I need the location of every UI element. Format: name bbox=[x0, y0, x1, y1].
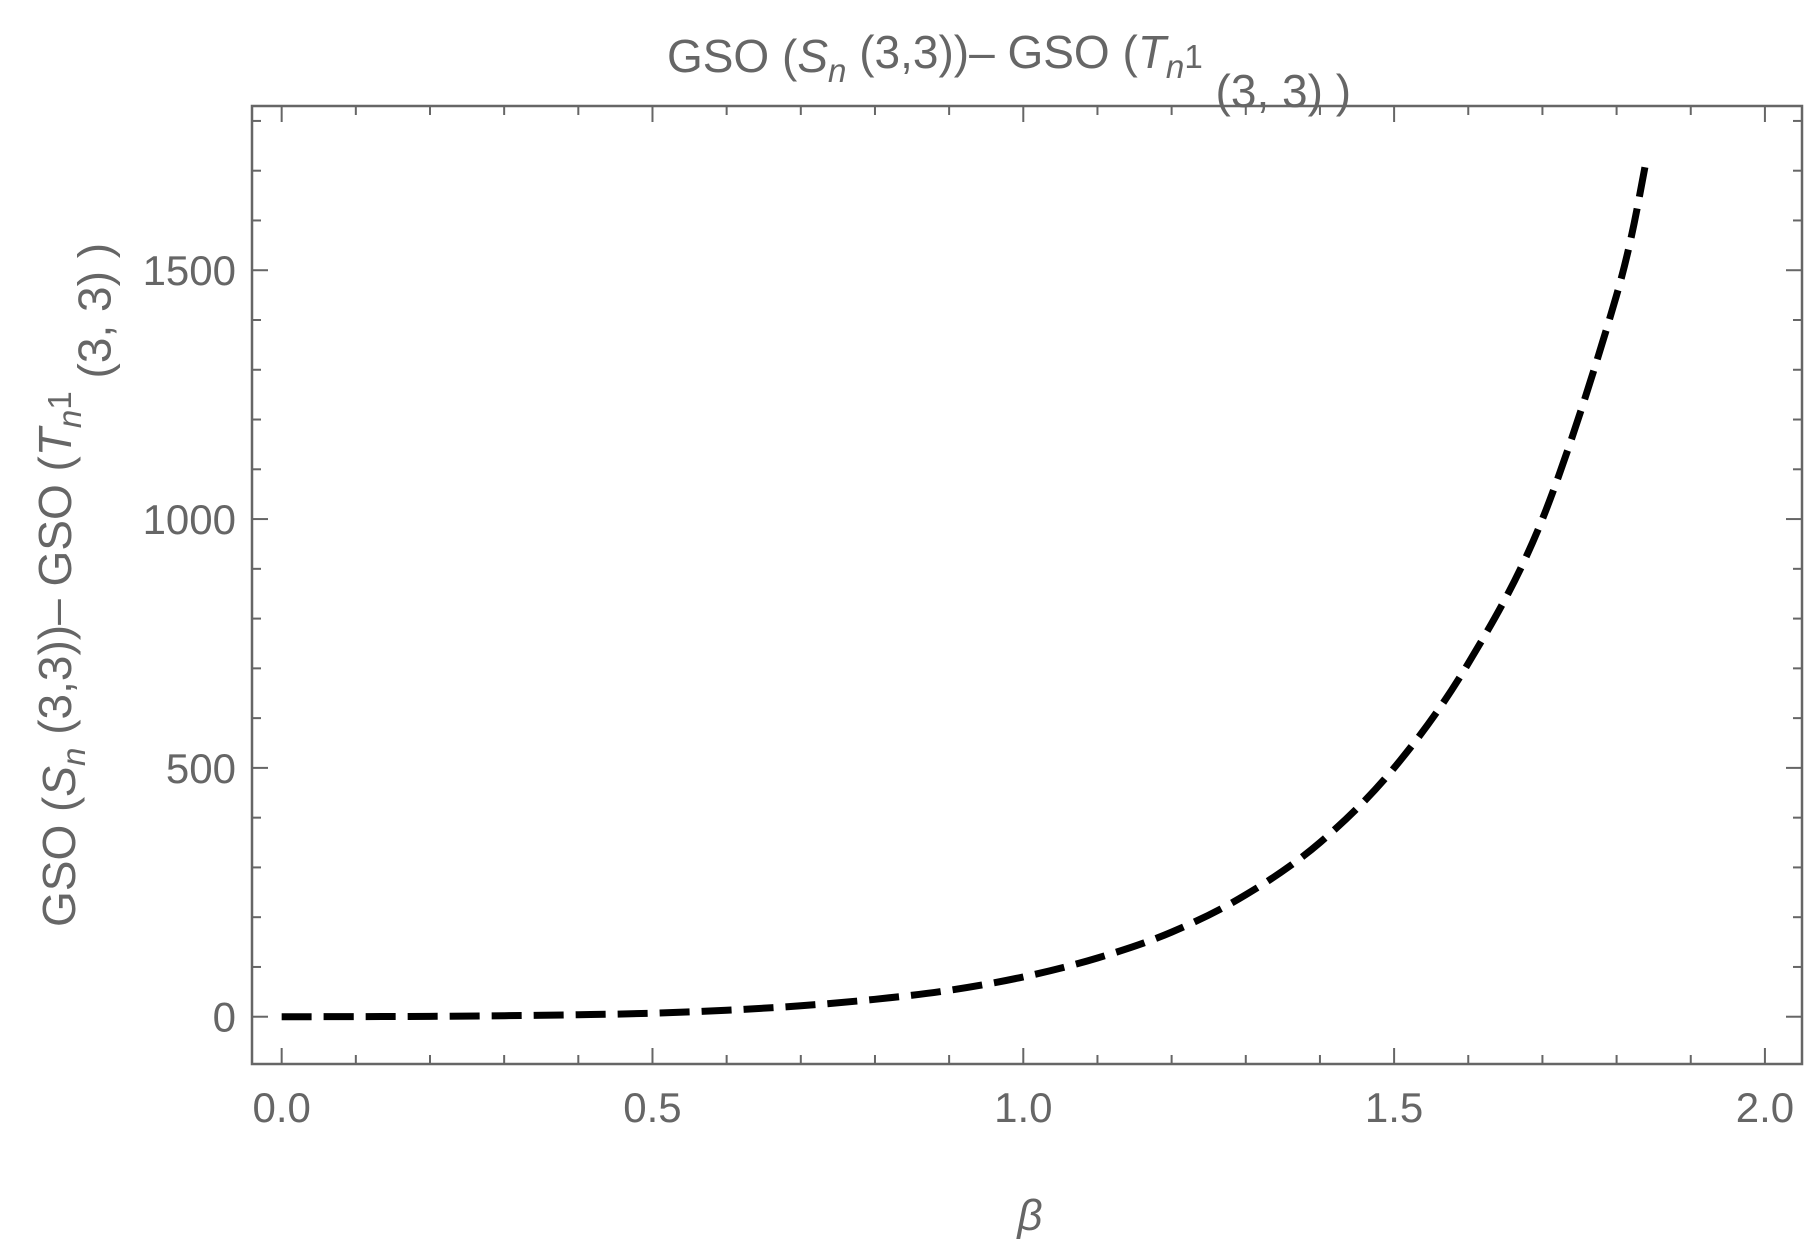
label-part: S bbox=[797, 30, 828, 82]
chart-title: GSO (Sn (3,3))– GSO (Tn1 (3, 3) ) bbox=[667, 26, 1351, 117]
label-part: n bbox=[1166, 49, 1184, 86]
label-part: T bbox=[29, 425, 81, 456]
series-layer bbox=[281, 159, 1650, 1021]
y-axis: 0 500 1000 1500 bbox=[143, 119, 1802, 1041]
y-tick-label: 1000 bbox=[143, 496, 236, 543]
label-part: (3,3))– GSO ( bbox=[29, 456, 81, 748]
label-part: n bbox=[828, 53, 846, 90]
y-tick-label: 1500 bbox=[143, 247, 236, 294]
label-part: (3, 3) ) bbox=[68, 243, 120, 391]
plot-frame bbox=[250, 104, 1804, 1066]
label-part: 1 bbox=[1184, 39, 1202, 76]
x-tick-label: 2.0 bbox=[1736, 1084, 1794, 1131]
x-tick-label: 1.0 bbox=[994, 1084, 1052, 1131]
x-axis-label: β bbox=[1015, 1191, 1042, 1240]
label-part: 1 bbox=[42, 391, 79, 409]
label-part: n bbox=[52, 410, 89, 428]
label-part: n bbox=[56, 748, 93, 766]
x-axis: 0.0 0.5 1.0 1.5 2.0 bbox=[252, 106, 1794, 1131]
label-part: (3, 3) ) bbox=[1203, 65, 1351, 117]
x-tick-label: 0.5 bbox=[623, 1084, 681, 1131]
x-tick-label: 1.5 bbox=[1365, 1084, 1423, 1131]
y-tick-label: 0 bbox=[213, 994, 236, 1041]
series-line bbox=[281, 159, 1650, 1021]
label-part: S bbox=[33, 766, 85, 797]
x-tick-label: 0.0 bbox=[252, 1084, 310, 1131]
label-part: GSO ( bbox=[33, 796, 85, 927]
y-axis-label: GSO (Sn (3,3))– GSO (Tn1 (3, 3) ) bbox=[29, 243, 120, 927]
label-part: GSO ( bbox=[667, 30, 798, 82]
label-part: (3,3))– GSO ( bbox=[846, 26, 1138, 78]
y-tick-label: 500 bbox=[166, 745, 236, 792]
label-part: T bbox=[1138, 26, 1169, 78]
